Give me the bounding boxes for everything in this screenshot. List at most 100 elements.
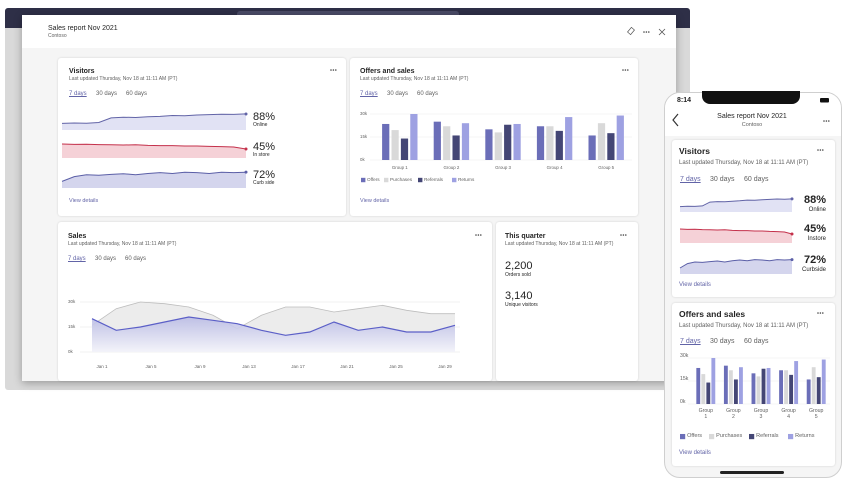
card-title: Offers and sales xyxy=(360,68,415,75)
updated-text: Last updated Thursday, Nov 18 at 11:11 A… xyxy=(505,241,614,247)
legend-swatch xyxy=(680,433,686,440)
sparkline xyxy=(61,171,247,182)
tab[interactable]: 60 days xyxy=(125,256,147,262)
metric-value: 88% xyxy=(803,194,826,206)
y-tick-label: 30k xyxy=(680,353,689,360)
sparkline-end xyxy=(244,112,248,116)
x-tick-label: Jan 25 xyxy=(389,364,403,369)
legend-label: Offers xyxy=(687,433,703,439)
tab[interactable]: 60 days xyxy=(744,338,769,345)
y-tick-label: 0k xyxy=(68,349,73,354)
card-menu xyxy=(819,149,822,151)
bar xyxy=(391,130,399,160)
bar xyxy=(607,133,615,160)
legend-label: Purchases xyxy=(390,177,413,182)
card-title: Visitors xyxy=(679,146,711,156)
bar xyxy=(789,374,794,404)
close-icon xyxy=(658,28,666,36)
updated-text: Last updated Thursday, Nov 18 at 11:11 A… xyxy=(69,76,178,82)
phone-notch xyxy=(702,91,800,104)
metric-label: Online xyxy=(808,207,826,213)
tab[interactable]: 7 days xyxy=(680,338,701,345)
updated-text: Last updated Thursday, Nov 18 at 11:11 A… xyxy=(679,160,809,166)
metric-label: Curb side xyxy=(253,180,275,186)
sparkline-end xyxy=(244,147,248,151)
metric-value: 45% xyxy=(253,141,276,153)
x-tick-label: Jan 1 xyxy=(96,364,108,369)
sparkline xyxy=(679,198,793,208)
bar xyxy=(382,123,390,160)
sparkline xyxy=(679,228,793,235)
tab[interactable]: 60 days xyxy=(126,91,148,97)
view-details[interactable]: View details xyxy=(679,282,711,288)
tab[interactable]: 60 days xyxy=(417,91,439,97)
y-tick-label: 30k xyxy=(68,299,76,304)
card-menu xyxy=(477,234,480,236)
phone-menu xyxy=(828,120,830,122)
bar xyxy=(616,115,624,160)
legend-label: Referrals xyxy=(756,433,779,439)
x-tick-label: Group 5 xyxy=(598,165,615,170)
phone-subtitle: Contoso xyxy=(741,122,763,128)
metric-value: 72% xyxy=(803,254,826,266)
metric-value: 45% xyxy=(803,223,826,235)
legend-label: Returns xyxy=(795,433,815,439)
tab[interactable]: 60 days xyxy=(744,176,769,183)
card-menu xyxy=(822,312,824,314)
bar xyxy=(706,382,711,404)
sparkline-end xyxy=(790,197,794,201)
tab[interactable]: 7 days xyxy=(69,91,87,97)
x-tick-label: Jan 17 xyxy=(291,364,305,369)
card-title: Visitors xyxy=(69,68,95,75)
tab[interactable]: 7 days xyxy=(680,176,701,183)
bar xyxy=(733,379,738,404)
x-tick-label: Group 3 xyxy=(495,165,511,170)
tab[interactable]: 7 days xyxy=(68,256,86,262)
card-menu xyxy=(622,69,624,71)
stat-value: 3,140 xyxy=(505,290,533,302)
view-details[interactable]: View details xyxy=(679,450,711,456)
metric-label: Instore xyxy=(807,236,826,242)
home-indicator xyxy=(720,471,784,474)
bar xyxy=(821,359,826,404)
metric-label: Curbside xyxy=(801,267,826,273)
card-menu xyxy=(330,69,332,71)
sparkline-area xyxy=(62,113,246,130)
bar xyxy=(696,367,701,404)
y-tick-label: 0k xyxy=(360,156,365,162)
bar xyxy=(513,123,521,160)
tab[interactable]: 30 days xyxy=(387,91,409,97)
updated-text: Last updated Thursday, Nov 18 at 11:11 A… xyxy=(68,241,177,247)
bar xyxy=(504,124,512,160)
view-details[interactable]: View details xyxy=(69,198,99,204)
legend-label: Returns xyxy=(458,177,475,182)
bar xyxy=(794,361,799,404)
dialog-subtitle: Contoso xyxy=(48,33,67,39)
card-title: This quarter xyxy=(505,233,546,240)
legend-swatch xyxy=(749,433,755,440)
card-menu xyxy=(624,69,627,71)
bar xyxy=(461,123,470,160)
battery xyxy=(820,98,829,103)
tab[interactable]: 7 days xyxy=(360,91,378,97)
x-tick-label: Jan 29 xyxy=(438,364,452,369)
sparkline-area xyxy=(680,198,792,212)
tab[interactable]: 30 days xyxy=(710,176,735,183)
phone-menu xyxy=(825,120,828,122)
bar xyxy=(701,374,706,404)
view-details[interactable]: View details xyxy=(360,198,390,204)
phone-title: Sales report Nov 2021 xyxy=(717,113,787,120)
tab[interactable]: 30 days xyxy=(710,338,735,345)
x-tick-label: Group 2 xyxy=(443,165,460,170)
bar xyxy=(806,379,811,404)
card-title: Sales xyxy=(68,233,87,240)
sparkline-area xyxy=(680,229,792,243)
area-line xyxy=(91,316,456,336)
more-icon xyxy=(645,31,648,33)
quarter-card xyxy=(496,222,638,381)
tab[interactable]: 30 days xyxy=(95,256,117,262)
tab[interactable]: 30 days xyxy=(96,91,118,97)
y-tick-label: 30k xyxy=(360,110,368,116)
y-tick-label: 15k xyxy=(680,376,689,383)
